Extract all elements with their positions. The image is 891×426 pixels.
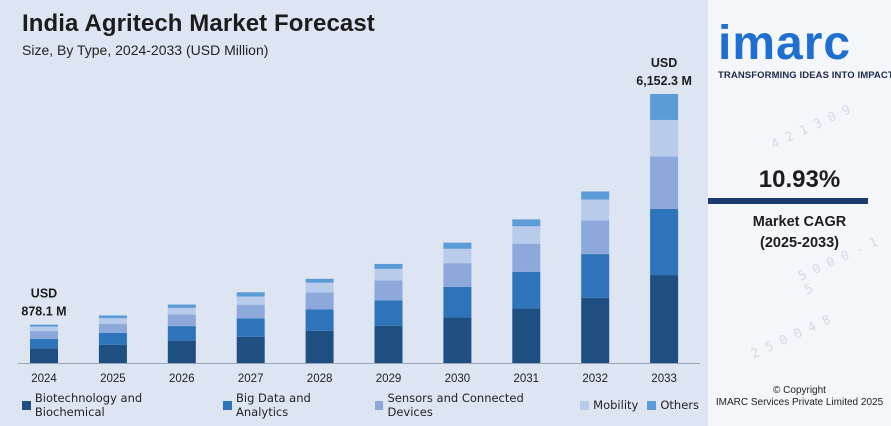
bar-segment-others-2033	[650, 94, 679, 120]
bar-segment-others-2027	[236, 292, 265, 297]
bar-segment-mobility-2030	[443, 248, 472, 264]
legend-label: Others	[660, 398, 699, 412]
bar-segment-others-2026	[167, 304, 196, 308]
x-tick-label-2030: 2030	[445, 373, 471, 385]
bar-segment-sensors-and-connected-devices-2024	[30, 331, 58, 339]
bar-segment-biotechnology-and-biochemical-2031	[512, 308, 541, 363]
legend-swatch	[647, 400, 657, 410]
bar-segment-sensors-and-connected-devices-2032	[581, 220, 610, 255]
bar-segment-mobility-2029	[374, 268, 403, 281]
chart-subtitle: Size, By Type, 2024-2033 (USD Million)	[22, 42, 269, 58]
x-tick-label-2026: 2026	[169, 373, 195, 385]
cagr-label-line2: (2025-2033)	[760, 235, 839, 251]
bar-segment-biotechnology-and-biochemical-2029	[374, 325, 403, 363]
cagr-divider	[708, 198, 868, 204]
bar-segment-others-2028	[305, 278, 334, 283]
legend-swatch	[22, 400, 31, 410]
data-label-2024-line2: 878.1 M	[21, 305, 66, 319]
bar-segment-big-data-and-analytics-2027	[236, 318, 265, 337]
bar-segment-others-2030	[443, 242, 472, 249]
legend-swatch	[580, 400, 590, 410]
bar-segment-others-2031	[512, 219, 541, 227]
bar-segment-mobility-2025	[98, 318, 127, 324]
bar-segment-biotechnology-and-biochemical-2025	[98, 344, 127, 363]
bar-segment-biotechnology-and-biochemical-2028	[305, 330, 334, 363]
legend-swatch	[374, 400, 384, 410]
bar-segment-others-2024	[30, 324, 58, 327]
bar-segment-big-data-and-analytics-2032	[581, 254, 610, 298]
bar-segment-others-2025	[98, 315, 127, 319]
legend-item-biotechnology-and-biochemical: Biotechnology and Biochemical	[22, 391, 214, 419]
legend-swatch	[223, 400, 233, 410]
bar-segment-big-data-and-analytics-2030	[443, 286, 472, 318]
legend-label: Big Data and Analytics	[236, 391, 311, 419]
x-tick-label-2028: 2028	[307, 373, 333, 385]
bar-segment-big-data-and-analytics-2028	[305, 309, 334, 331]
legend-label: Biotechnology and Biochemical	[34, 391, 143, 419]
legend-item-mobility: Mobility	[580, 398, 638, 412]
data-label-2024-line1: USD	[31, 287, 57, 301]
x-tick-label-2025: 2025	[100, 373, 126, 385]
background-pattern: 4 2 1 3 0 9	[768, 102, 854, 153]
copyright-line2: IMARC Services Private Limited 2025	[715, 397, 884, 408]
x-tick-label-2032: 2032	[582, 373, 608, 385]
bar-segment-sensors-and-connected-devices-2025	[98, 323, 127, 333]
bar-segment-biotechnology-and-biochemical-2030	[443, 317, 472, 363]
x-tick-label-2031: 2031	[514, 373, 540, 385]
bar-segment-biotechnology-and-biochemical-2024	[30, 348, 58, 363]
x-tick-label-2027: 2027	[238, 373, 264, 385]
bar-segment-big-data-and-analytics-2024	[30, 338, 58, 349]
bar-segment-mobility-2024	[30, 326, 58, 332]
bar-segment-mobility-2028	[305, 282, 334, 293]
bar-segment-sensors-and-connected-devices-2028	[305, 292, 334, 310]
bar-segment-big-data-and-analytics-2025	[98, 332, 127, 345]
bar-segment-mobility-2027	[236, 296, 265, 305]
bar-segment-biotechnology-and-biochemical-2032	[581, 297, 610, 363]
legend-item-big-data-and-analytics: Big Data and Analytics	[223, 391, 365, 419]
bar-segment-big-data-and-analytics-2029	[374, 300, 403, 326]
copyright-notice: © Copyright IMARC Services Private Limit…	[708, 385, 891, 409]
bar-segment-biotechnology-and-biochemical-2033	[650, 275, 679, 363]
bar-segment-mobility-2031	[512, 226, 541, 244]
chart-panel: India Agritech Market Forecast Size, By …	[0, 0, 708, 426]
x-tick-label-2024: 2024	[31, 373, 57, 385]
data-label-2033-line2: 6,152.3 M	[636, 74, 692, 88]
bar-segment-sensors-and-connected-devices-2030	[443, 263, 472, 287]
chart-legend: Biotechnology and Biochemical Big Data an…	[22, 391, 708, 419]
data-label-2033-line1: USD	[651, 56, 677, 70]
bar-segment-sensors-and-connected-devices-2031	[512, 243, 541, 272]
legend-item-others: Others	[647, 398, 699, 412]
cagr-value: 10.93%	[758, 166, 841, 193]
bar-segment-sensors-and-connected-devices-2027	[236, 304, 265, 319]
bar-segment-others-2029	[374, 263, 403, 269]
background-pattern: 2 5 0 0 4 8	[748, 312, 834, 363]
stacked-bar-chart: 2024 2025 2026 2027 2028 2029 2030 2031 2032 2033…	[18, 56, 700, 385]
chart-title: India Agritech Market Forecast	[22, 10, 375, 37]
bar-segment-big-data-and-analytics-2033	[650, 208, 679, 276]
sidebar-panel: 4 2 1 3 0 9 5 0 0 0 - 1 5 2 5 0 0 4 8 im…	[708, 0, 891, 426]
bar-segment-mobility-2033	[650, 119, 679, 157]
cagr-label: Market CAGR (2025-2033)	[708, 212, 891, 254]
legend-label: Mobility	[593, 398, 639, 412]
bar-segment-mobility-2032	[581, 199, 610, 221]
logo-tagline: TRANSFORMING IDEAS INTO IMPACT	[718, 70, 891, 81]
x-tick-label-2029: 2029	[376, 373, 402, 385]
bar-segment-sensors-and-connected-devices-2026	[167, 314, 196, 327]
legend-item-sensors-and-connected-devices: Sensors and Connected Devices	[374, 391, 572, 419]
logo-wordmark: imarc	[718, 17, 852, 70]
legend-label: Sensors and Connected Devices	[387, 391, 524, 419]
bar-segment-big-data-and-analytics-2026	[167, 326, 196, 341]
bar-segment-biotechnology-and-biochemical-2026	[167, 340, 196, 363]
bar-segment-mobility-2026	[167, 307, 196, 315]
bar-segment-big-data-and-analytics-2031	[512, 271, 541, 309]
imarc-logo: imarc TRANSFORMING IDEAS INTO IMPACT	[718, 17, 891, 82]
copyright-line1: © Copyright	[773, 385, 826, 396]
cagr-label-line1: Market CAGR	[752, 214, 847, 230]
x-tick-label-2033: 2033	[651, 373, 677, 385]
bar-segment-sensors-and-connected-devices-2029	[374, 280, 403, 301]
bar-segment-biotechnology-and-biochemical-2027	[236, 336, 265, 363]
bar-segment-sensors-and-connected-devices-2033	[650, 156, 679, 209]
bar-segment-others-2032	[581, 191, 610, 200]
